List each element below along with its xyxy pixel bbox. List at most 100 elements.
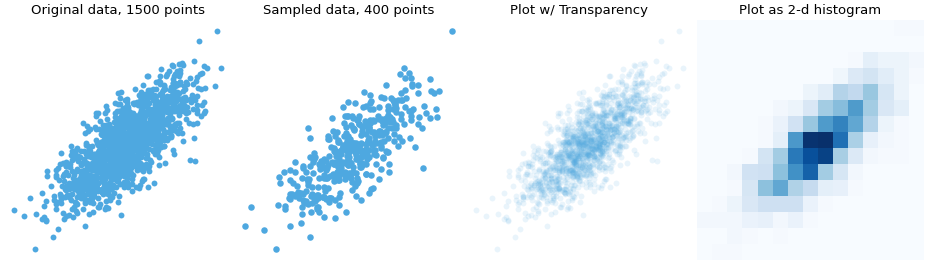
Point [272,175,286,180]
Point [586,158,601,162]
Point [616,102,631,107]
Point [119,156,133,160]
Point [111,164,126,168]
Point [556,140,571,144]
Point [551,187,565,192]
Point [565,160,580,164]
Point [97,181,112,185]
Point [590,141,604,145]
Point [130,118,145,122]
Point [565,186,580,191]
Point [615,117,629,121]
Point [142,127,157,131]
Point [535,173,550,177]
Point [145,117,159,121]
Point [142,147,157,152]
Point [559,127,574,131]
Point [122,143,137,147]
Point [81,167,95,172]
Point [601,94,616,98]
Point [539,224,553,228]
Point [372,116,387,121]
Point [324,145,338,149]
Point [532,157,547,161]
Point [603,140,617,144]
Point [54,197,69,201]
Point [584,112,599,116]
Point [87,159,102,163]
Point [121,121,135,126]
Point [345,170,360,174]
Point [607,120,622,124]
Point [77,224,92,228]
Point [527,181,541,185]
Point [571,163,586,167]
Point [530,209,545,213]
Point [116,141,131,145]
Point [77,199,92,203]
Point [84,196,99,200]
Point [585,171,600,175]
Point [85,201,100,205]
Point [587,120,602,124]
Point [565,158,580,162]
Point [372,141,387,145]
Point [573,152,588,157]
Point [89,186,104,191]
Point [515,195,530,199]
Point [119,145,133,149]
Point [531,168,546,173]
Point [105,155,120,160]
Point [140,136,155,140]
Point [164,124,179,129]
Point [554,159,569,163]
Point [61,185,76,189]
Point [354,154,369,158]
Point [125,189,140,193]
Point [594,153,609,157]
Point [73,154,88,159]
Point [133,99,147,103]
Point [196,100,210,104]
Point [102,174,117,178]
Point [165,117,180,121]
Point [341,171,356,175]
Point [195,102,210,107]
Point [117,144,132,149]
Point [569,154,584,158]
Point [622,98,637,102]
Point [559,126,574,130]
Title: Sampled data, 400 points: Sampled data, 400 points [262,4,434,17]
Point [603,125,617,129]
Point [124,137,139,141]
Point [542,172,557,177]
Point [80,153,95,157]
Point [359,157,374,162]
Point [99,191,114,195]
Point [341,159,356,163]
Point [530,177,545,182]
Point [570,142,585,146]
Point [110,151,125,155]
Point [525,198,540,202]
Point [559,175,574,179]
Point [327,216,342,220]
Point [557,166,572,170]
Point [587,101,602,105]
Point [126,113,141,117]
Point [138,128,153,132]
Point [588,113,603,117]
Point [337,177,351,181]
Point [117,140,132,144]
Point [100,189,115,193]
Point [169,90,184,94]
Point [82,149,96,153]
Point [576,164,590,168]
Point [574,128,589,132]
Point [319,175,334,179]
Point [83,180,97,184]
Point [130,143,145,148]
Point [119,114,133,118]
Point [557,148,572,152]
Point [174,61,189,65]
